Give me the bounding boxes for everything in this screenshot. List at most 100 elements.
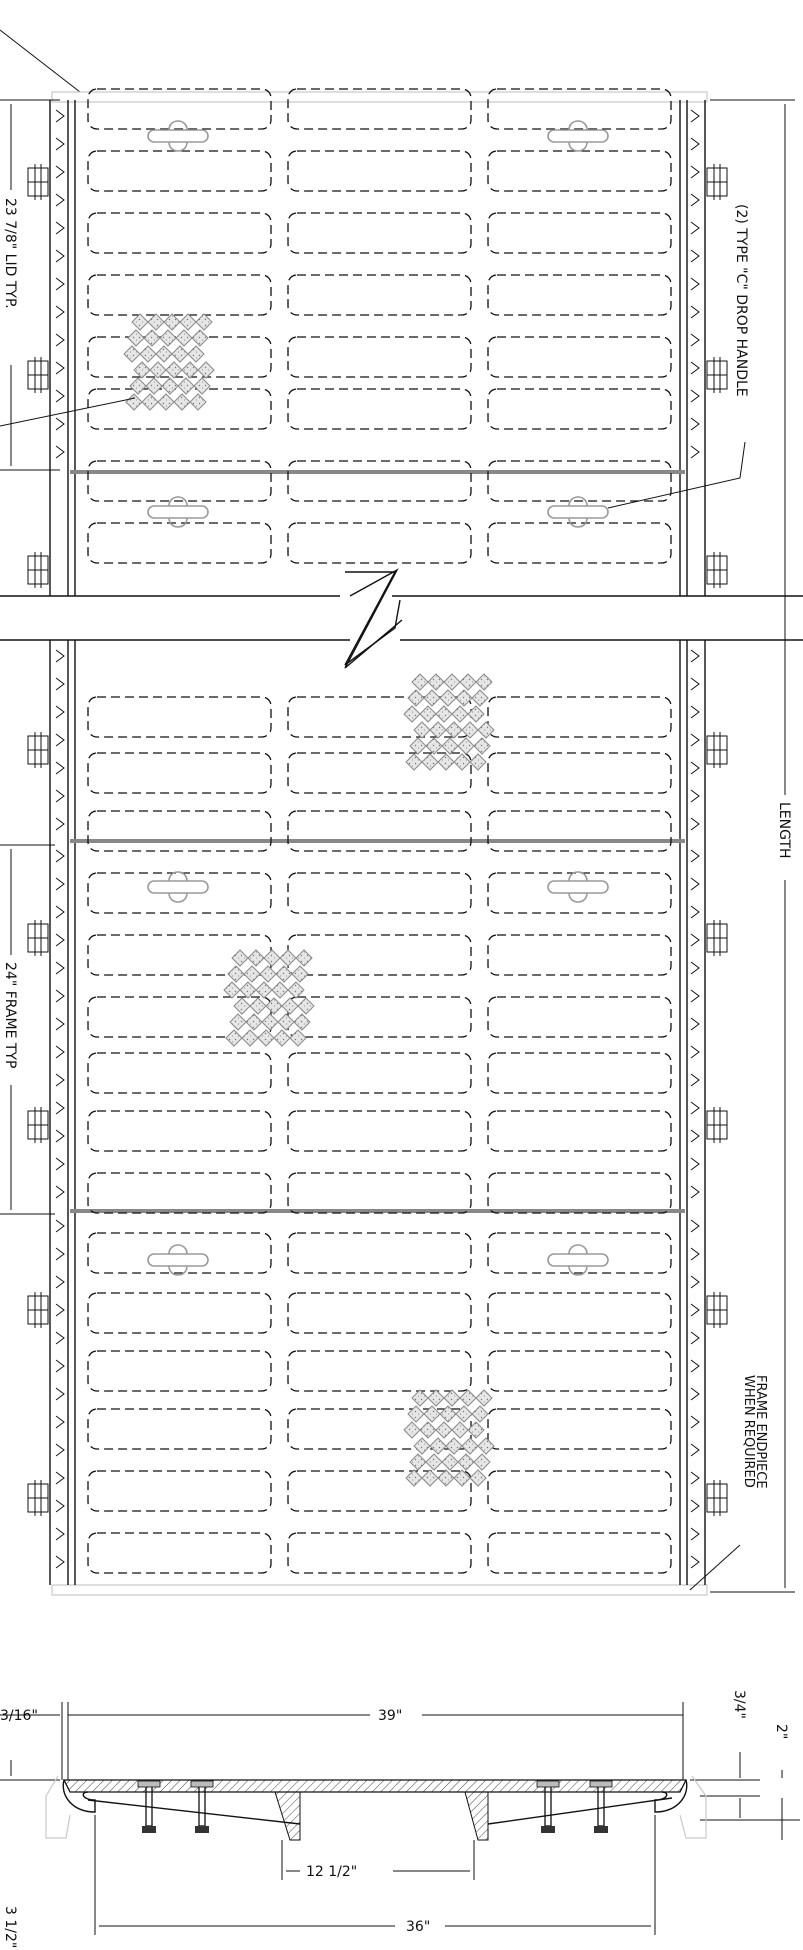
plan-view: 23 7/8" LID TYP. 24" FRAME TYP LENGTH (2… — [0, 29, 803, 1596]
dim-12-half-label: 12 1/2" — [306, 1864, 357, 1880]
slot — [287, 996, 472, 1038]
slot — [487, 522, 672, 564]
edge-mark — [690, 137, 700, 151]
edge-mark — [690, 1555, 700, 1569]
slot — [87, 1232, 272, 1274]
slot — [487, 1172, 672, 1214]
edge-mark — [55, 705, 65, 719]
side-rails-lower — [0, 639, 803, 1585]
slot — [287, 1110, 472, 1152]
edge-mark — [55, 1185, 65, 1199]
slot — [87, 752, 272, 794]
slot — [87, 1470, 272, 1512]
edge-mark — [690, 705, 700, 719]
frame-lug — [706, 732, 728, 768]
edge-mark — [55, 249, 65, 263]
edge-mark — [55, 1219, 65, 1233]
slot — [487, 1292, 672, 1334]
slot — [487, 696, 672, 738]
edge-mark — [55, 1415, 65, 1429]
edge-mark — [690, 1157, 700, 1171]
edge-mark — [55, 849, 65, 863]
edge-mark — [690, 933, 700, 947]
edge-mark — [690, 277, 700, 291]
slot — [487, 212, 672, 254]
frame-lug — [706, 920, 728, 956]
edge-mark — [690, 677, 700, 691]
edge-mark — [55, 1555, 65, 1569]
slot — [487, 1532, 672, 1574]
break-line — [344, 571, 401, 666]
edge-mark — [55, 137, 65, 151]
frame-lug — [706, 357, 728, 393]
edge-mark — [690, 389, 700, 403]
drop-handle-icon — [547, 496, 609, 528]
edge-mark — [55, 733, 65, 747]
side-rails-upper — [0, 100, 803, 597]
leader-drop-handle — [607, 441, 746, 509]
drop-handle-icon — [547, 1244, 609, 1276]
edge-mark — [55, 193, 65, 207]
slot — [287, 810, 472, 852]
slot — [287, 1532, 472, 1574]
slot — [487, 1052, 672, 1094]
slot — [87, 1408, 272, 1450]
edge-mark — [690, 361, 700, 375]
slot — [87, 336, 272, 378]
edge-mark — [690, 1017, 700, 1031]
edge-mark — [55, 333, 65, 347]
slot — [87, 460, 272, 502]
slot — [287, 1350, 472, 1392]
dim-lid: 23 7/8" LID TYP. — [0, 99, 60, 471]
slot — [87, 1052, 272, 1094]
slot — [287, 388, 472, 430]
slot — [87, 274, 272, 316]
edge-mark — [690, 1387, 700, 1401]
slot — [287, 274, 472, 316]
edge-mark — [55, 1471, 65, 1485]
leader-top-left — [0, 29, 81, 93]
slip-patch — [403, 1389, 495, 1487]
slot — [287, 1052, 472, 1094]
edge-mark — [55, 1045, 65, 1059]
edge-mark — [55, 417, 65, 431]
lid-dimension-label: 23 7/8" LID TYP. — [2, 198, 18, 309]
edge-mark — [690, 1527, 700, 1541]
edge-mark — [55, 905, 65, 919]
edge-mark — [690, 333, 700, 347]
edge-mark — [55, 1073, 65, 1087]
frame-lugs — [27, 109, 728, 1569]
edge-mark — [690, 417, 700, 431]
edge-mark — [55, 877, 65, 891]
edge-mark — [55, 361, 65, 375]
endpiece-note-line1: FRAME ENDPIECE — [753, 1375, 768, 1489]
slot — [487, 1110, 672, 1152]
dim-39-label: 39" — [378, 1708, 402, 1724]
edge-mark — [690, 1331, 700, 1345]
leader-patch — [0, 397, 136, 427]
dim-2-label: 2" — [773, 1724, 789, 1739]
slot — [87, 88, 272, 130]
slot — [287, 1292, 472, 1334]
edge-mark — [690, 789, 700, 803]
edge-mark — [55, 445, 65, 459]
frame-lug — [27, 1480, 49, 1516]
drop-handle-icon — [147, 1244, 209, 1276]
drop-handle-icon — [147, 871, 209, 903]
drop-handles — [147, 120, 609, 1276]
slot — [87, 1172, 272, 1214]
edge-mark — [55, 789, 65, 803]
frame-lug — [706, 552, 728, 588]
edge-mark — [55, 1499, 65, 1513]
frame-lug — [706, 164, 728, 200]
frame-endpiece-bottom — [51, 1584, 708, 1596]
edge-mark — [55, 1157, 65, 1171]
edge-mark — [690, 1303, 700, 1317]
edge-mark — [690, 193, 700, 207]
edge-mark — [690, 1129, 700, 1143]
edge-mark — [690, 1275, 700, 1289]
edge-mark — [55, 1017, 65, 1031]
slot — [87, 1350, 272, 1392]
drop-handle-icon — [547, 120, 609, 152]
slot — [87, 696, 272, 738]
